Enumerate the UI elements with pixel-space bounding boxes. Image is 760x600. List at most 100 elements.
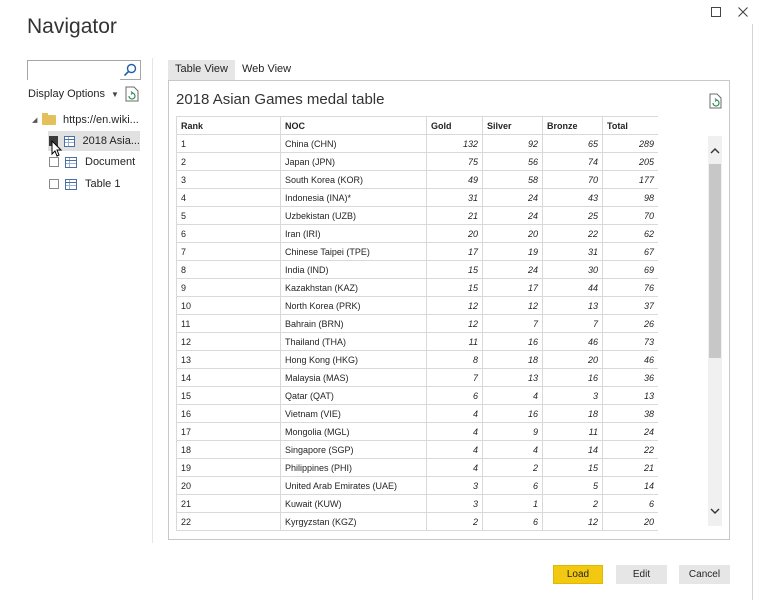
table-cell: 12: [426, 296, 483, 315]
refresh-icon[interactable]: [709, 93, 722, 109]
preview-table: Rank NOC Gold Silver Bronze Total 1 China…: [176, 116, 658, 531]
search-box[interactable]: [27, 60, 141, 80]
table-cell: 22: [602, 440, 658, 459]
table-cell: 6: [602, 494, 658, 513]
edit-button[interactable]: Edit: [616, 565, 667, 584]
collapse-arrow-icon[interactable]: ◢: [32, 117, 38, 124]
table-cell: 3: [426, 494, 483, 513]
tree-item-document[interactable]: Document: [49, 152, 135, 172]
table-row: 22 Kyrgyzstan (KGZ) 2 6 12 20: [176, 512, 658, 531]
table-cell: 9: [482, 422, 543, 441]
table-cell: 4: [482, 386, 543, 405]
table-cell: 26: [602, 314, 658, 333]
table-cell: 22: [542, 224, 603, 243]
table-cell: 4: [482, 440, 543, 459]
cancel-button[interactable]: Cancel: [679, 565, 730, 584]
table-cell: Japan (JPN): [280, 152, 427, 171]
table-cell: 16: [176, 404, 281, 423]
display-options-dropdown[interactable]: Display Options ▼: [28, 88, 119, 100]
table-cell: 19: [482, 242, 543, 261]
table-row: 1 China (CHN) 132 92 65 289: [176, 134, 658, 153]
table-cell: 14: [176, 368, 281, 387]
table-row: 20 United Arab Emirates (UAE) 3 6 5 14: [176, 476, 658, 495]
table-row: 7 Chinese Taipei (TPE) 17 19 31 67: [176, 242, 658, 261]
table-cell: 6: [426, 386, 483, 405]
close-button[interactable]: [731, 2, 755, 22]
table-cell: 56: [482, 152, 543, 171]
tree-item-source[interactable]: ◢ https://en.wiki...: [32, 110, 139, 130]
table-cell: China (CHN): [280, 134, 427, 153]
table-cell: 1: [176, 134, 281, 153]
table-cell: 92: [482, 134, 543, 153]
table-cell: 6: [482, 476, 543, 495]
table-cell: India (IND): [280, 260, 427, 279]
checkbox[interactable]: [49, 179, 59, 189]
table-cell: 3: [426, 476, 483, 495]
scroll-up-icon[interactable]: [708, 146, 722, 160]
column-header[interactable]: NOC: [280, 116, 427, 135]
column-header[interactable]: Rank: [176, 116, 281, 135]
table-cell: 5: [176, 206, 281, 225]
table-cell: 7: [482, 314, 543, 333]
table-icon: [65, 156, 77, 168]
data-grid[interactable]: Rank NOC Gold Silver Bronze Total 1 China…: [176, 116, 658, 534]
table-row: 3 South Korea (KOR) 49 58 70 177: [176, 170, 658, 189]
scrollbar-thumb[interactable]: [709, 164, 721, 358]
column-header[interactable]: Total: [602, 116, 658, 135]
table-cell: 69: [602, 260, 658, 279]
table-cell: 46: [542, 332, 603, 351]
table-cell: Kazakhstan (KAZ): [280, 278, 427, 297]
table-cell: 21: [426, 206, 483, 225]
maximize-icon: [711, 7, 721, 17]
search-input[interactable]: [28, 62, 120, 80]
column-header[interactable]: Silver: [482, 116, 543, 135]
table-cell: 16: [542, 368, 603, 387]
table-cell: Mongolia (MGL): [280, 422, 427, 441]
table-cell: 18: [482, 350, 543, 369]
panel-divider: [152, 58, 153, 543]
table-icon: [63, 135, 75, 147]
scroll-down-icon[interactable]: [708, 506, 722, 520]
table-cell: Kyrgyzstan (KGZ): [280, 512, 427, 531]
tab-table-view[interactable]: Table View: [168, 60, 235, 80]
table-row: 14 Malaysia (MAS) 7 13 16 36: [176, 368, 658, 387]
column-header[interactable]: Gold: [426, 116, 483, 135]
table-cell: Kuwait (KUW): [280, 494, 427, 513]
table-cell: 75: [426, 152, 483, 171]
table-cell: 15: [426, 260, 483, 279]
maximize-button[interactable]: [704, 2, 728, 22]
tree-item-table-1[interactable]: Table 1: [49, 174, 120, 194]
checkbox[interactable]: [49, 157, 59, 167]
table-cell: Philippines (PHI): [280, 458, 427, 477]
search-icon[interactable]: [123, 63, 137, 77]
table-cell: Malaysia (MAS): [280, 368, 427, 387]
table-cell: 20: [176, 476, 281, 495]
table-cell: 14: [602, 476, 658, 495]
load-button[interactable]: Load: [553, 565, 603, 584]
table-cell: Singapore (SGP): [280, 440, 427, 459]
table-cell: Thailand (THA): [280, 332, 427, 351]
table-cell: 6: [176, 224, 281, 243]
column-header[interactable]: Bronze: [542, 116, 603, 135]
table-cell: Qatar (QAT): [280, 386, 427, 405]
vertical-scrollbar[interactable]: [708, 136, 722, 526]
dialog-border: [752, 24, 753, 600]
mouse-cursor-icon: [51, 140, 63, 157]
refresh-icon[interactable]: [125, 86, 139, 102]
table-cell: 18: [176, 440, 281, 459]
table-cell: 73: [602, 332, 658, 351]
table-cell: 31: [542, 242, 603, 261]
tree-item-medal-table[interactable]: 2018 Asia...: [48, 131, 140, 151]
table-row: 2 Japan (JPN) 75 56 74 205: [176, 152, 658, 171]
tree-item-label: https://en.wiki...: [63, 114, 139, 126]
table-cell: 12: [426, 314, 483, 333]
table-cell: 17: [426, 242, 483, 261]
table-cell: 15: [176, 386, 281, 405]
table-cell: 7: [426, 368, 483, 387]
table-cell: 21: [176, 494, 281, 513]
tab-web-view[interactable]: Web View: [242, 63, 292, 75]
table-row: 10 North Korea (PRK) 12 12 13 37: [176, 296, 658, 315]
table-row: 12 Thailand (THA) 11 16 46 73: [176, 332, 658, 351]
table-cell: 20: [426, 224, 483, 243]
table-cell: 24: [602, 422, 658, 441]
